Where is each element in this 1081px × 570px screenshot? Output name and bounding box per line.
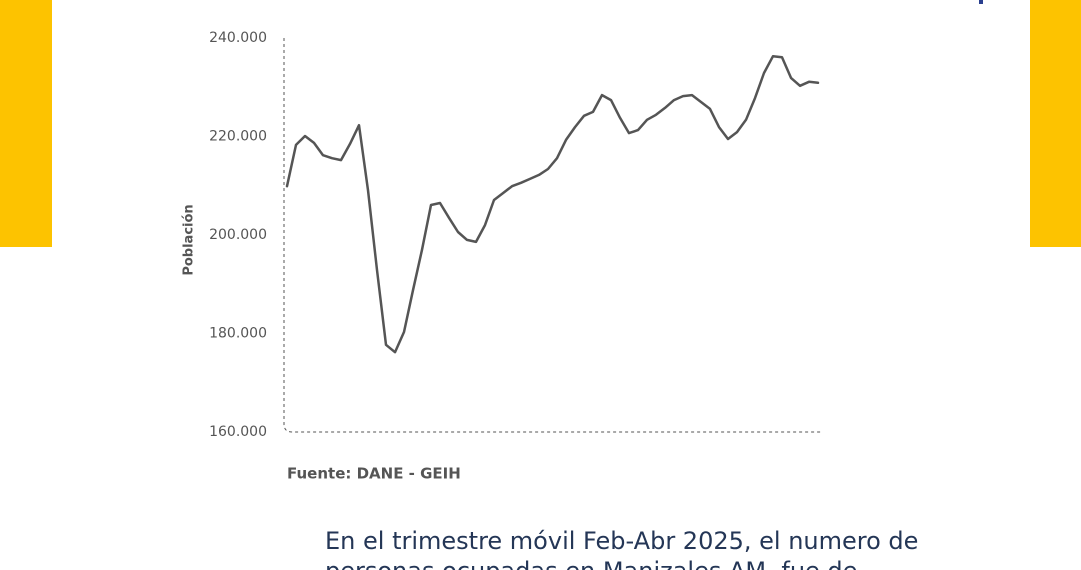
decoration — [979, 0, 983, 4]
side-band — [1030, 0, 1081, 247]
y-tick-label: 220.000 — [209, 129, 267, 145]
axis-line — [283, 38, 822, 433]
paragraph-line: En el trimestre móvil Feb-Abr 2025, el n… — [325, 527, 919, 555]
paragraph-line: personas ocupadas en Manizales AM, fue d… — [325, 556, 1025, 570]
source-note: Fuente: DANE - GEIH — [287, 465, 461, 483]
y-tick-label: 200.000 — [209, 227, 267, 243]
y-tick-label: 180.000 — [209, 326, 267, 342]
data-line — [285, 54, 820, 354]
side-band — [0, 0, 52, 247]
chart: Población Fuente: DANE - GEIH 160.000 180… — [182, 30, 822, 483]
y-tick-label: 240.000 — [209, 30, 267, 46]
y-tick-label: 160.000 — [209, 424, 267, 440]
paragraph: En el trimestre móvil Feb-Abr 2025, el n… — [325, 526, 1025, 570]
y-axis-label: Población — [182, 204, 197, 275]
